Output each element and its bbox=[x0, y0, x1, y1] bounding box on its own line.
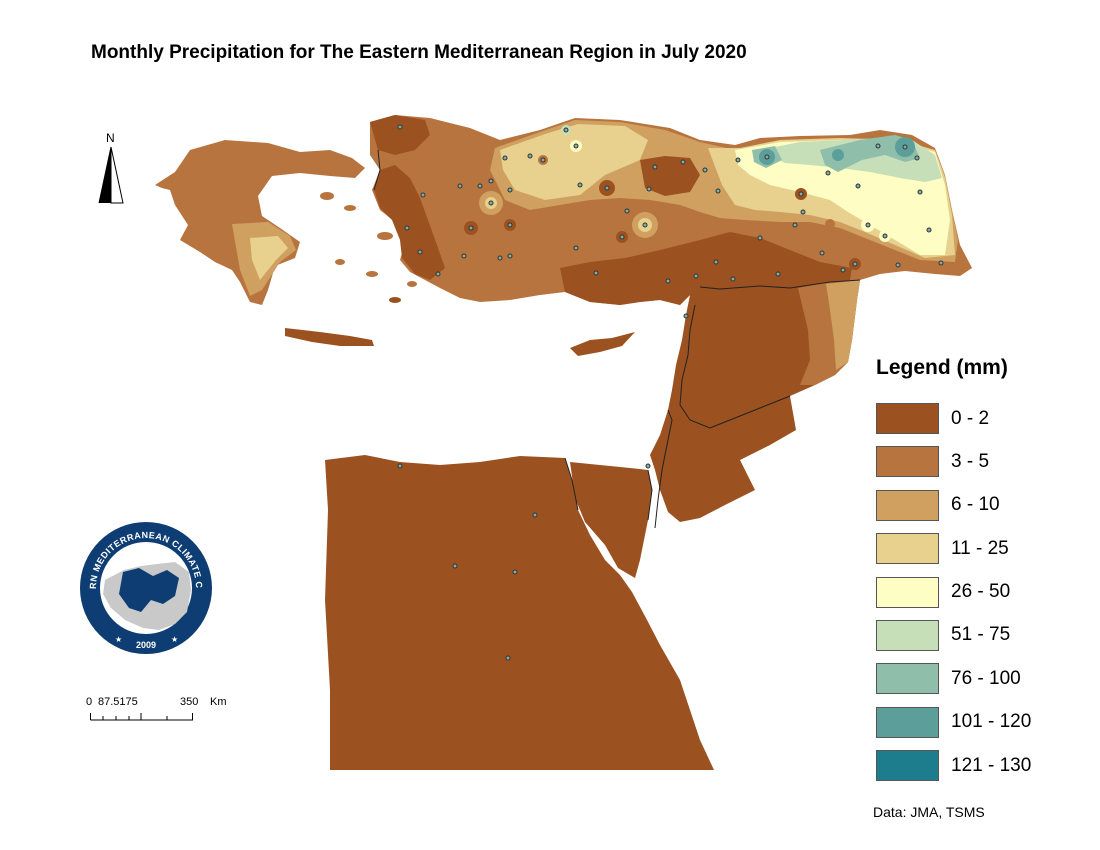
legend-item: 3 - 5 bbox=[876, 445, 1031, 478]
legend-swatch bbox=[876, 489, 939, 521]
logo-land-dark bbox=[119, 568, 179, 612]
logo-year: 2009 bbox=[136, 640, 156, 650]
region-thrace bbox=[370, 115, 430, 155]
legend-swatch bbox=[876, 446, 939, 478]
north-letter: N bbox=[106, 131, 115, 145]
region-sinai bbox=[570, 462, 652, 578]
legend-item: 0 - 2 bbox=[876, 402, 1031, 435]
region-cyprus bbox=[570, 332, 635, 356]
island bbox=[335, 259, 345, 265]
legend-label: 101 - 120 bbox=[951, 711, 1032, 733]
legend-item: 11 - 25 bbox=[876, 532, 1031, 565]
island bbox=[320, 192, 334, 200]
legend-item: 101 - 120 bbox=[876, 706, 1031, 739]
logo-star: ★ bbox=[115, 635, 122, 644]
legend-title: Legend (mm) bbox=[876, 356, 1008, 379]
island bbox=[366, 271, 378, 277]
region-turkey-south-dry bbox=[560, 232, 852, 305]
scale-bar-graphic bbox=[90, 713, 193, 721]
island bbox=[344, 205, 356, 211]
station-markers bbox=[397, 124, 944, 661]
legend-swatch bbox=[876, 619, 939, 651]
scale-label: 87.5175 bbox=[98, 696, 138, 708]
legend-label: 3 - 5 bbox=[951, 450, 990, 472]
region-greece-wetter bbox=[250, 236, 288, 280]
legend-item: 6 - 10 bbox=[876, 489, 1031, 522]
region-levant bbox=[650, 287, 796, 522]
legend-swatch bbox=[876, 750, 939, 782]
north-arrow-icon bbox=[98, 146, 124, 204]
map-title: Monthly Precipitation for The Eastern Me… bbox=[91, 42, 747, 63]
legend-item: 76 - 100 bbox=[876, 662, 1031, 695]
island bbox=[377, 232, 393, 240]
dry-spot bbox=[825, 219, 835, 229]
legend-label: 11 - 25 bbox=[951, 537, 1009, 559]
wet-spot bbox=[832, 149, 844, 161]
island bbox=[389, 297, 401, 303]
emcc-logo: EASTERN MEDITERRANEAN CLIMATE CENTRE 200… bbox=[79, 520, 212, 654]
logo-star: ★ bbox=[171, 635, 178, 644]
legend-swatch bbox=[876, 576, 939, 608]
data-credit: Data: JMA, TSMS bbox=[873, 804, 985, 820]
legend-label: 6 - 10 bbox=[951, 494, 1000, 516]
region-turkey-west-dry bbox=[374, 165, 445, 280]
region-crete bbox=[285, 328, 374, 346]
legend-swatch bbox=[876, 706, 939, 738]
legend-label: 51 - 75 bbox=[951, 624, 1011, 646]
legend-swatch bbox=[876, 663, 939, 695]
scale-label: 0 bbox=[86, 696, 93, 708]
scale-bar: 0 87.5175 350 Km bbox=[86, 696, 240, 728]
island bbox=[407, 281, 417, 287]
legend-item: 26 - 50 bbox=[876, 576, 1031, 609]
legend-item: 51 - 75 bbox=[876, 619, 1031, 652]
legend-label: 121 - 130 bbox=[951, 754, 1032, 776]
scale-label: Km bbox=[210, 696, 227, 708]
scale-label: 350 bbox=[180, 696, 199, 708]
legend-label: 76 - 100 bbox=[951, 667, 1021, 689]
legend-item: 121 - 130 bbox=[876, 749, 1031, 782]
legend-label: 0 - 2 bbox=[951, 407, 990, 429]
region-egypt bbox=[325, 455, 714, 770]
region-turkey-north-wet bbox=[500, 124, 648, 200]
legend-swatch bbox=[876, 533, 939, 565]
legend-swatch bbox=[876, 403, 939, 434]
legend-label: 26 - 50 bbox=[951, 581, 1011, 603]
region-syria-east-wet bbox=[826, 280, 860, 370]
country-borders bbox=[373, 149, 861, 529]
legend: 0 - 2 3 - 5 6 - 10 11 - 25 26 - 50 51 - 75 76 … bbox=[876, 402, 1031, 793]
